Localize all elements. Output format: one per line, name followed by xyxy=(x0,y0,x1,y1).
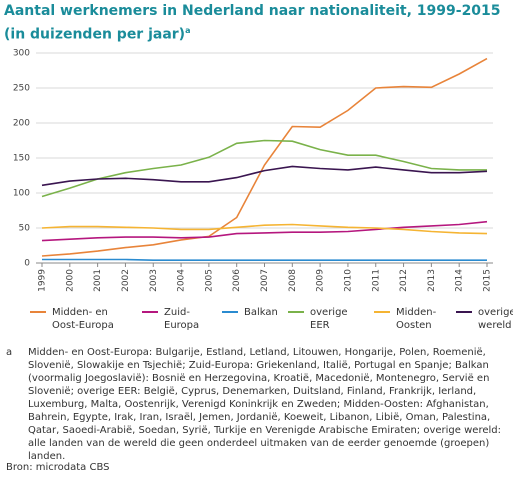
legend-item: overige wereld xyxy=(456,306,513,332)
x-tick-label: 2003 xyxy=(149,269,159,292)
x-tick-label: 2013 xyxy=(427,269,437,292)
legend-label: Midden-Oosten xyxy=(396,307,437,331)
x-tick-label: 2011 xyxy=(371,269,381,292)
x-tick-label: 2000 xyxy=(65,269,75,292)
x-tick-label: 2001 xyxy=(93,269,103,292)
legend-swatch xyxy=(456,311,472,313)
legend-swatch xyxy=(142,311,158,313)
chart-title: Aantal werknemers in Nederland naar nati… xyxy=(4,2,509,45)
x-tick-label: 1999 xyxy=(38,269,48,292)
y-tick-label: 150 xyxy=(13,154,30,164)
legend-label: overige wereld xyxy=(478,307,513,331)
legend-swatch xyxy=(288,311,304,313)
series-line xyxy=(41,223,488,235)
x-tick-label: 2002 xyxy=(121,269,131,292)
series-line xyxy=(41,57,488,257)
legend-item: Balkan xyxy=(222,306,282,319)
series-line xyxy=(41,220,488,242)
x-tick-label: 2004 xyxy=(177,269,187,292)
x-tick-label: 2010 xyxy=(343,269,353,292)
x-tick-label: 2005 xyxy=(204,269,214,292)
legend-swatch xyxy=(222,311,238,313)
legend-item: Zuid-Europa xyxy=(142,306,222,332)
y-tick-label: 50 xyxy=(19,224,31,234)
y-tick-label: 0 xyxy=(24,259,30,269)
x-tick-label: 2007 xyxy=(260,269,270,292)
y-tick-label: 200 xyxy=(13,119,30,129)
y-tick-label: 300 xyxy=(13,49,30,59)
legend-item: Midden- en Oost-Europa xyxy=(30,306,130,332)
legend-item: Midden-Oosten xyxy=(374,306,444,332)
x-tick-label: 2015 xyxy=(483,269,493,292)
legend-label: Balkan xyxy=(244,307,278,318)
title-note: a xyxy=(185,26,191,35)
y-tick-label: 100 xyxy=(13,189,30,199)
legend-label: Zuid-Europa xyxy=(164,307,200,331)
x-tick-label: 2009 xyxy=(316,269,326,292)
source: Bron: microdata CBS xyxy=(6,462,110,473)
legend: Midden- en Oost-Europa Zuid-Europa Balkan o… xyxy=(30,306,513,346)
footnote-marker: a xyxy=(6,347,13,358)
x-tick-label: 2014 xyxy=(455,269,465,292)
chart: 0 50 100 150 200 250 300 1999 2000 2001 2002 2003 20… xyxy=(13,49,493,292)
series-line xyxy=(42,258,487,261)
y-tick-label: 250 xyxy=(13,84,30,94)
title-text: Aantal werknemers in Nederland naar nati… xyxy=(4,3,501,43)
series-line xyxy=(41,139,487,198)
x-tick-label: 2006 xyxy=(232,269,242,292)
series-line xyxy=(41,165,488,187)
footnote: a Midden- en Oost-Europa: Bulgarije, Estl… xyxy=(6,346,506,463)
legend-swatch xyxy=(374,311,390,313)
legend-label: overige EER xyxy=(310,307,348,331)
x-tick-label: 2012 xyxy=(399,269,409,292)
footnote-text: Midden- en Oost-Europa: Bulgarije, Estla… xyxy=(28,347,501,462)
x-tick-label: 2008 xyxy=(288,269,298,292)
legend-label: Midden- en Oost-Europa xyxy=(52,307,114,331)
legend-swatch xyxy=(30,311,46,313)
legend-item: overige EER xyxy=(288,306,368,332)
